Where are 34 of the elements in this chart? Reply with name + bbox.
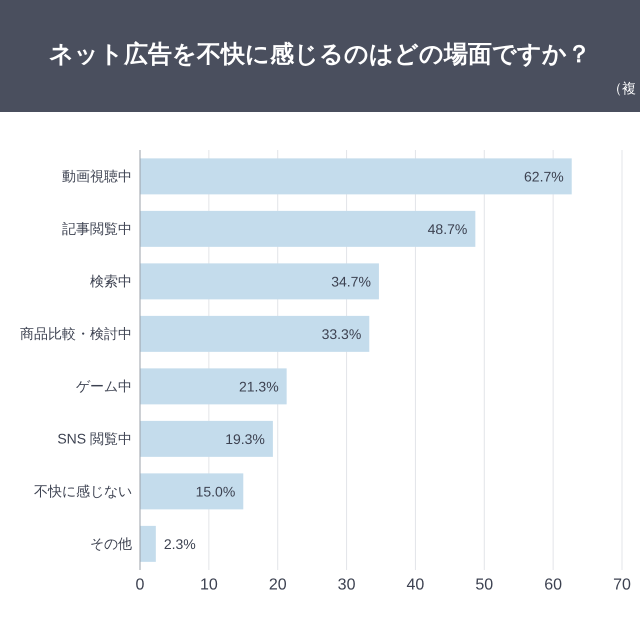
y-tick-label: 商品比較・検討中 xyxy=(20,326,132,342)
x-tick-label: 60 xyxy=(544,576,562,594)
x-tick-label: 20 xyxy=(268,576,287,594)
data-label: 33.3% xyxy=(322,326,362,342)
bar xyxy=(140,526,156,562)
y-tick-label: 記事閲覧中 xyxy=(62,220,132,237)
bar xyxy=(140,420,273,457)
y-tick-label: SNS 閲覧中 xyxy=(57,430,132,447)
data-label: 34.7% xyxy=(331,273,371,290)
x-tick-label: 40 xyxy=(406,576,424,594)
bar xyxy=(140,158,572,194)
chart-title: ネット広告を不快に感じるのはどの場面ですか？ xyxy=(48,40,592,70)
bar xyxy=(140,316,370,352)
y-tick-label: 不快に感じない xyxy=(34,483,132,500)
bar xyxy=(140,210,476,247)
data-label: 21.3% xyxy=(238,378,279,394)
y-tick-label: その他 xyxy=(90,536,132,552)
bar xyxy=(140,473,244,510)
chart-subtitle: （複 xyxy=(608,80,636,98)
data-label: 48.7% xyxy=(428,220,468,237)
y-tick-label: 動画視聴中 xyxy=(62,168,132,184)
data-label: 19.3% xyxy=(225,430,265,447)
data-label: 62.7% xyxy=(524,168,564,184)
data-label: 15.0% xyxy=(196,483,236,500)
x-tick-label: 0 xyxy=(136,576,145,594)
x-tick-label: 70 xyxy=(613,576,631,594)
y-tick-label: ゲーム中 xyxy=(76,378,132,394)
bar xyxy=(140,368,287,404)
bar xyxy=(140,263,379,300)
x-tick-label: 50 xyxy=(475,576,494,594)
data-label: 2.3% xyxy=(164,536,196,552)
y-tick-label: 検索中 xyxy=(90,273,132,290)
x-tick-label: 30 xyxy=(338,576,356,594)
x-tick-label: 10 xyxy=(200,576,218,594)
